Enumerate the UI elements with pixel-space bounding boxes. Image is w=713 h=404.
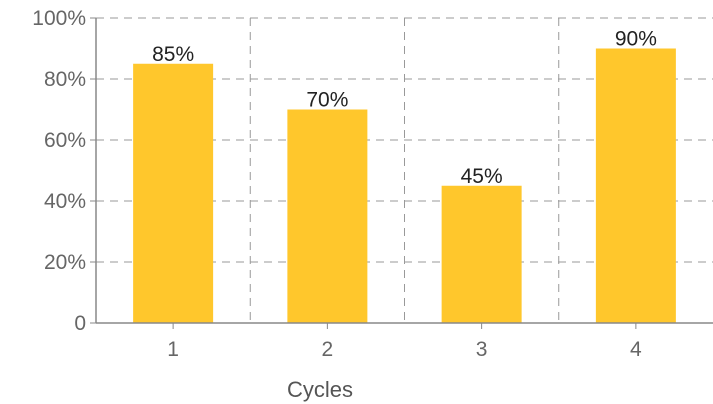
x-axis-title: Cycles (287, 377, 353, 402)
y-tick-label: 80% (44, 68, 86, 91)
axes (90, 17, 713, 329)
data-label-2: 70% (306, 89, 348, 112)
y-tick-label: 60% (44, 129, 86, 152)
x-tick-label-2: 2 (322, 338, 334, 361)
bar-3 (441, 185, 522, 323)
y-tick-label: 20% (44, 251, 86, 274)
y-tick-label: 100% (32, 7, 86, 30)
bars (133, 48, 676, 323)
bar-2 (287, 109, 368, 323)
data-label-4: 90% (615, 28, 657, 51)
x-tick-label-4: 4 (630, 338, 642, 361)
y-tick-label: 0 (74, 312, 86, 335)
labels: 85% 1 70% 2 45% 3 90% 4 0 20% 40% 60% 80% 100% (32, 7, 657, 361)
data-label-1: 85% (152, 43, 194, 66)
x-tick-label-1: 1 (167, 338, 179, 361)
data-label-3: 45% (461, 165, 503, 188)
x-tick-label-3: 3 (476, 338, 488, 361)
y-tick-label: 40% (44, 190, 86, 213)
bar-4 (595, 48, 676, 323)
bar-1 (133, 63, 214, 323)
